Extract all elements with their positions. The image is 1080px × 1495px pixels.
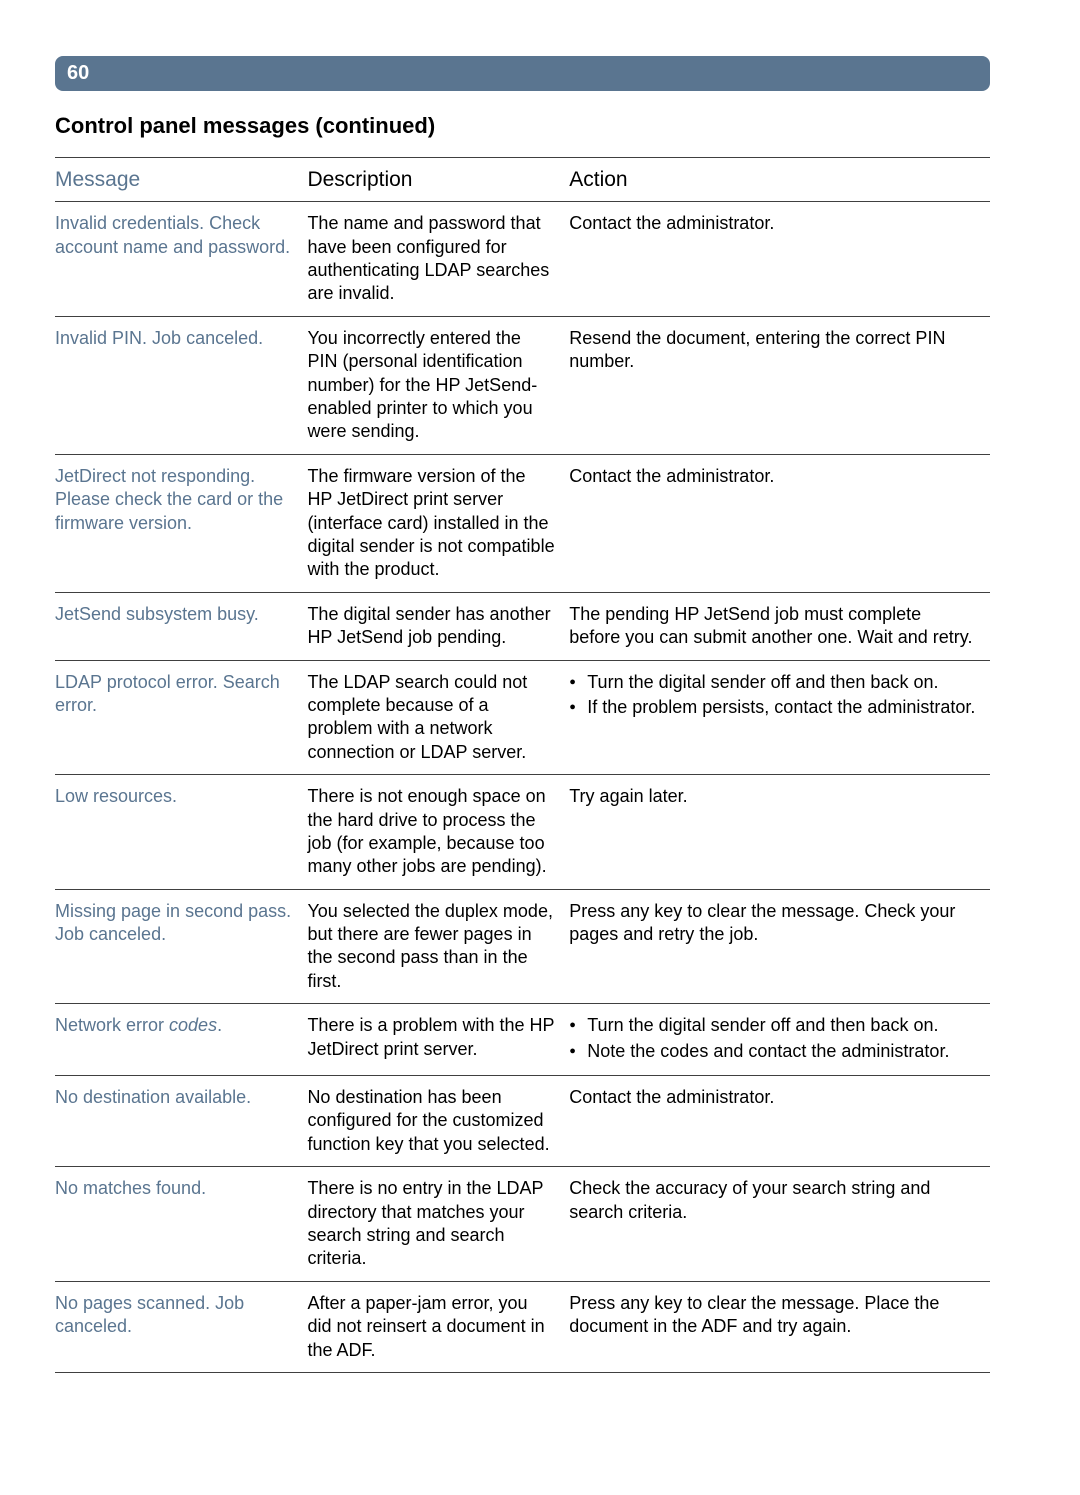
cell-description: The name and password that have been con…	[307, 202, 569, 317]
section-title: Control panel messages (continued)	[55, 113, 990, 139]
header-message: Message	[55, 158, 307, 202]
cell-description: There is a problem with the HP JetDirect…	[307, 1004, 569, 1076]
cell-action: Resend the document, entering the correc…	[569, 316, 990, 454]
cell-message: Missing page in second pass. Job cancele…	[55, 889, 307, 1004]
cell-action: The pending HP JetSend job must complete…	[569, 592, 990, 660]
list-item: Note the codes and contact the administr…	[569, 1040, 976, 1063]
list-item: Turn the digital sender off and then bac…	[569, 1014, 976, 1037]
cell-description: There is no entry in the LDAP directory …	[307, 1167, 569, 1282]
message-italic: codes	[169, 1015, 217, 1035]
cell-message: Low resources.	[55, 775, 307, 890]
cell-message: JetDirect not responding. Please check t…	[55, 454, 307, 592]
table-row: LDAP protocol error. Search error.The LD…	[55, 660, 990, 775]
table-row: No matches found.There is no entry in th…	[55, 1167, 990, 1282]
table-row: JetDirect not responding. Please check t…	[55, 454, 990, 592]
cell-message: No matches found.	[55, 1167, 307, 1282]
table-row: Missing page in second pass. Job cancele…	[55, 889, 990, 1004]
cell-action: Press any key to clear the message. Chec…	[569, 889, 990, 1004]
cell-action: Contact the administrator.	[569, 202, 990, 317]
table-row: Invalid PIN. Job canceled.You incorrectl…	[55, 316, 990, 454]
cell-message: No pages scanned. Job canceled.	[55, 1281, 307, 1372]
messages-table: Message Description Action Invalid crede…	[55, 157, 990, 1373]
table-header-row: Message Description Action	[55, 158, 990, 202]
cell-description: You selected the duplex mode, but there …	[307, 889, 569, 1004]
table-row: Low resources.There is not enough space …	[55, 775, 990, 890]
cell-description: The digital sender has another HP JetSen…	[307, 592, 569, 660]
cell-action: Turn the digital sender off and then bac…	[569, 1004, 990, 1076]
list-item: If the problem persists, contact the adm…	[569, 696, 976, 719]
cell-action: Press any key to clear the message. Plac…	[569, 1281, 990, 1372]
action-list: Turn the digital sender off and then bac…	[569, 671, 976, 720]
cell-description: The firmware version of the HP JetDirect…	[307, 454, 569, 592]
cell-message: JetSend subsystem busy.	[55, 592, 307, 660]
header-action: Action	[569, 158, 990, 202]
table-row: JetSend subsystem busy.The digital sende…	[55, 592, 990, 660]
cell-description: You incorrectly entered the PIN (persona…	[307, 316, 569, 454]
table-row: No pages scanned. Job canceled.After a p…	[55, 1281, 990, 1372]
cell-action: Contact the administrator.	[569, 454, 990, 592]
cell-description: There is not enough space on the hard dr…	[307, 775, 569, 890]
table-row: Network error codes.There is a problem w…	[55, 1004, 990, 1076]
table-body: Invalid credentials. Check account name …	[55, 202, 990, 1373]
action-list: Turn the digital sender off and then bac…	[569, 1014, 976, 1063]
cell-message: LDAP protocol error. Search error.	[55, 660, 307, 775]
cell-action: Try again later.	[569, 775, 990, 890]
cell-message: Network error codes.	[55, 1004, 307, 1076]
table-row: Invalid credentials. Check account name …	[55, 202, 990, 317]
cell-description: After a paper-jam error, you did not rei…	[307, 1281, 569, 1372]
cell-description: The LDAP search could not complete becau…	[307, 660, 569, 775]
cell-message: No destination available.	[55, 1076, 307, 1167]
page-number: 60	[67, 62, 89, 84]
cell-message: Invalid PIN. Job canceled.	[55, 316, 307, 454]
cell-message: Invalid credentials. Check account name …	[55, 202, 307, 317]
message-text: .	[217, 1015, 222, 1035]
table-row: No destination available.No destination …	[55, 1076, 990, 1167]
list-item: Turn the digital sender off and then bac…	[569, 671, 976, 694]
cell-action: Contact the administrator.	[569, 1076, 990, 1167]
cell-action: Check the accuracy of your search string…	[569, 1167, 990, 1282]
page-number-bar: 60	[55, 56, 990, 91]
message-text: Network error	[55, 1015, 169, 1035]
cell-action: Turn the digital sender off and then bac…	[569, 660, 990, 775]
cell-description: No destination has been configured for t…	[307, 1076, 569, 1167]
header-description: Description	[307, 158, 569, 202]
